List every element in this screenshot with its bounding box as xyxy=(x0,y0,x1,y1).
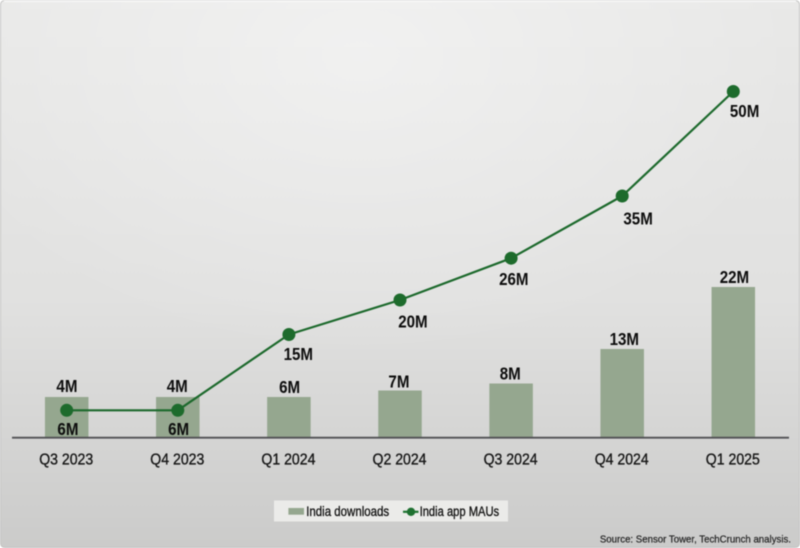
svg-text:7M: 7M xyxy=(388,371,409,392)
svg-text:4M: 4M xyxy=(56,376,77,397)
svg-text:15M: 15M xyxy=(284,344,313,365)
svg-text:Q2 2024: Q2 2024 xyxy=(373,451,427,469)
svg-text:Source: Sensor Tower, TechCrun: Source: Sensor Tower, TechCrunch analysi… xyxy=(600,534,791,545)
svg-text:6M: 6M xyxy=(57,419,78,440)
svg-text:Q4 2023: Q4 2023 xyxy=(150,451,204,469)
svg-text:4M: 4M xyxy=(167,376,188,397)
svg-text:India app MAUs: India app MAUs xyxy=(420,504,500,519)
svg-text:Q4 2024: Q4 2024 xyxy=(595,451,649,469)
svg-text:Q3 2023: Q3 2023 xyxy=(39,451,93,469)
svg-text:6M: 6M xyxy=(168,419,189,440)
svg-text:26M: 26M xyxy=(499,269,528,290)
svg-text:13M: 13M xyxy=(610,329,639,350)
svg-text:6M: 6M xyxy=(279,377,300,398)
svg-text:8M: 8M xyxy=(500,363,521,384)
svg-text:Q3 2024: Q3 2024 xyxy=(484,451,538,469)
svg-text:Q1 2024: Q1 2024 xyxy=(261,451,315,469)
svg-text:35M: 35M xyxy=(623,208,652,229)
svg-text:Q1 2025: Q1 2025 xyxy=(706,451,760,469)
svg-text:22M: 22M xyxy=(720,267,749,288)
svg-text:50M: 50M xyxy=(730,101,759,122)
svg-text:India downloads: India downloads xyxy=(306,503,389,519)
svg-text:20M: 20M xyxy=(398,311,427,332)
